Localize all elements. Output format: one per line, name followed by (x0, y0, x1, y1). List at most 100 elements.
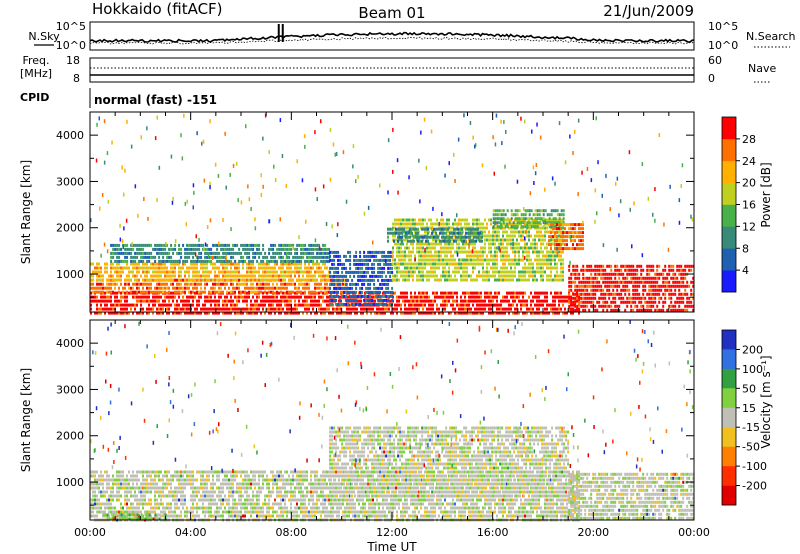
range-cell (282, 295, 284, 299)
range-cell (508, 262, 510, 266)
range-cell (506, 278, 508, 282)
range-cell (484, 218, 486, 222)
range-cell (136, 274, 138, 278)
range-cell (334, 307, 336, 311)
range-cell (536, 307, 538, 311)
range-cell (492, 213, 495, 217)
range-cell (186, 307, 188, 311)
range-cell (361, 274, 364, 278)
range-cell (468, 291, 470, 295)
scatter-echo (392, 169, 394, 174)
range-cell (410, 218, 412, 222)
range-cell (478, 274, 480, 278)
range-cell (246, 295, 248, 299)
range-cell (371, 298, 374, 302)
range-cell (387, 282, 390, 286)
range-cell (586, 264, 589, 268)
range-cell (498, 234, 500, 238)
range-cell (510, 242, 512, 246)
scatter-echo (292, 245, 294, 250)
scatter-echo (103, 119, 106, 124)
range-cell (500, 217, 503, 221)
scatter-echo (203, 178, 206, 183)
range-cell (196, 311, 198, 315)
range-cell (200, 262, 202, 266)
range-cell (280, 270, 282, 274)
range-cell (616, 280, 619, 284)
range-cell (574, 223, 576, 227)
range-cell (234, 290, 236, 294)
range-cell (176, 282, 178, 286)
range-cell (418, 295, 420, 299)
range-cell (496, 262, 498, 266)
range-cell (154, 299, 156, 303)
range-cell (500, 254, 502, 258)
range-cell (508, 258, 510, 262)
range-cell (455, 231, 457, 235)
range-cell (331, 266, 334, 270)
range-cell (136, 303, 138, 307)
range-cell (124, 291, 126, 295)
range-cell (676, 284, 679, 288)
range-cell (208, 299, 210, 303)
range-cell (252, 290, 254, 294)
range-cell (467, 227, 469, 231)
range-cell (648, 288, 651, 292)
range-cell (380, 307, 382, 311)
range-cell (347, 298, 350, 302)
range-cell (532, 221, 535, 225)
range-cell (373, 302, 376, 306)
range-cell (570, 280, 573, 284)
range-cell (554, 258, 556, 262)
range-cell (324, 262, 326, 266)
range-cell (436, 254, 438, 258)
range-cell (198, 247, 201, 251)
range-cell (534, 250, 536, 254)
range-cell (142, 243, 145, 247)
range-cell (396, 303, 398, 307)
range-cell (684, 272, 687, 276)
range-cell (450, 226, 452, 230)
scatter-echo (441, 212, 443, 217)
range-cell (172, 266, 174, 270)
range-cell (130, 286, 132, 290)
range-cell (620, 272, 623, 276)
range-cell (442, 303, 444, 307)
range-cell (238, 295, 240, 299)
range-cell (558, 213, 561, 217)
range-cell (578, 239, 580, 243)
range-cell (678, 284, 681, 288)
range-cell (472, 222, 474, 226)
range-cell (484, 234, 486, 238)
range-cell (422, 295, 424, 299)
range-cell (666, 280, 669, 284)
range-cell (220, 290, 222, 294)
range-cell (436, 278, 438, 282)
range-cell (326, 255, 329, 259)
range-cell (112, 266, 114, 270)
range-cell (534, 291, 536, 295)
range-cell (444, 242, 446, 246)
range-cell (351, 270, 354, 274)
range-cell (290, 247, 293, 251)
range-cell (322, 286, 324, 290)
range-cell (630, 268, 633, 272)
scatter-echo (654, 218, 656, 223)
range-cell (264, 251, 267, 255)
scatter-echo (95, 158, 98, 163)
range-cell (416, 262, 418, 266)
range-cell (540, 250, 542, 254)
range-cell (154, 243, 157, 247)
range-cell (230, 274, 232, 278)
range-cell (154, 274, 156, 278)
range-cell (576, 304, 579, 308)
range-cell (670, 276, 673, 280)
range-cell (230, 247, 233, 251)
range-cell (536, 221, 539, 225)
range-cell (475, 235, 477, 239)
range-cell (518, 295, 520, 299)
range-cell (432, 303, 434, 307)
range-cell (548, 217, 551, 221)
range-cell (120, 311, 122, 315)
range-cell (408, 254, 410, 258)
